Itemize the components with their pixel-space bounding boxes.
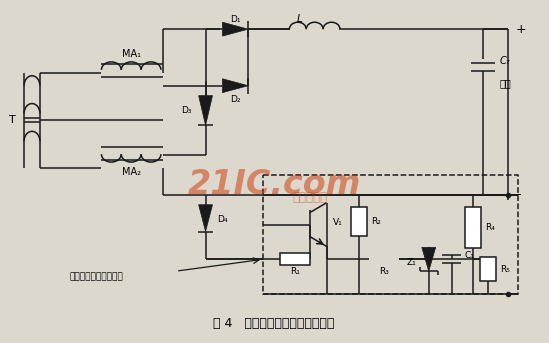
Polygon shape xyxy=(222,22,248,36)
Polygon shape xyxy=(222,79,248,93)
Text: 负载: 负载 xyxy=(499,78,511,88)
Text: 图 4   磁放大器用于次级稳压拓扑: 图 4 磁放大器用于次级稳压拓扑 xyxy=(214,317,335,330)
Text: D₂: D₂ xyxy=(230,95,240,104)
Text: C₁: C₁ xyxy=(464,251,474,260)
Bar xyxy=(466,207,481,248)
Text: 磁放大器复位控制电路: 磁放大器复位控制电路 xyxy=(70,273,124,282)
Text: R₂: R₂ xyxy=(371,217,381,226)
Bar xyxy=(263,175,518,294)
Text: L: L xyxy=(297,14,302,24)
Text: -: - xyxy=(516,188,520,201)
Polygon shape xyxy=(199,96,212,126)
Text: V₁: V₁ xyxy=(333,218,342,227)
Text: 中国电子网: 中国电子网 xyxy=(292,191,327,204)
Text: T: T xyxy=(9,115,16,126)
Text: R₅: R₅ xyxy=(500,265,510,274)
Text: D₃: D₃ xyxy=(181,106,192,115)
Bar xyxy=(480,257,496,281)
Bar xyxy=(280,253,310,265)
Text: MA₁: MA₁ xyxy=(122,49,141,59)
Text: R₄: R₄ xyxy=(485,223,495,232)
Text: C₇: C₇ xyxy=(499,56,510,66)
Text: +: + xyxy=(516,23,526,36)
Bar xyxy=(351,207,367,236)
Polygon shape xyxy=(199,205,212,232)
Text: D₄: D₄ xyxy=(217,215,228,224)
Text: R₁: R₁ xyxy=(290,267,300,276)
Text: Z₁: Z₁ xyxy=(407,258,417,267)
Text: MA₂: MA₂ xyxy=(122,167,141,177)
Text: R₃: R₃ xyxy=(379,267,389,276)
Text: D₁: D₁ xyxy=(230,15,240,24)
Text: 21IC.com: 21IC.com xyxy=(187,168,361,201)
Polygon shape xyxy=(422,247,436,271)
